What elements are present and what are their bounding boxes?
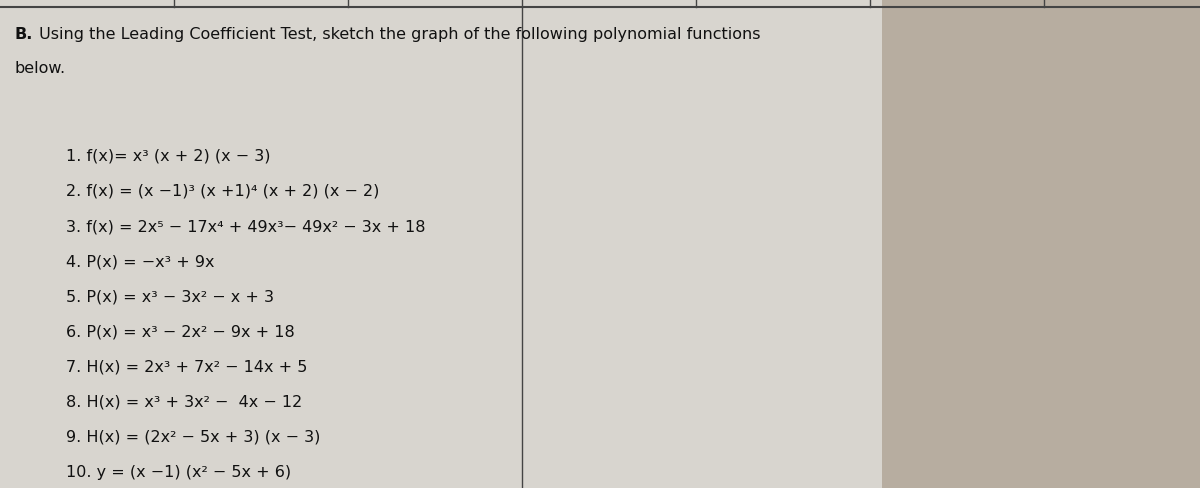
Text: 6. P(x) = x³ − 2x² − 9x + 18: 6. P(x) = x³ − 2x² − 9x + 18 bbox=[66, 325, 295, 340]
Text: 9. H(x) = (2x² − 5x + 3) (x − 3): 9. H(x) = (2x² − 5x + 3) (x − 3) bbox=[66, 430, 320, 445]
Text: 10. y = (x −1) (x² − 5x + 6): 10. y = (x −1) (x² − 5x + 6) bbox=[66, 465, 292, 480]
Text: 8. H(x) = x³ + 3x² −  4x − 12: 8. H(x) = x³ + 3x² − 4x − 12 bbox=[66, 395, 302, 410]
FancyBboxPatch shape bbox=[882, 0, 1200, 488]
Text: 1. f(x)= x³ (x + 2) (x − 3): 1. f(x)= x³ (x + 2) (x − 3) bbox=[66, 149, 270, 164]
Text: Using the Leading Coefficient Test, sketch the graph of the following polynomial: Using the Leading Coefficient Test, sket… bbox=[34, 27, 760, 42]
Text: 7. H(x) = 2x³ + 7x² − 14x + 5: 7. H(x) = 2x³ + 7x² − 14x + 5 bbox=[66, 360, 307, 375]
Text: 2. f(x) = (x −1)³ (x +1)⁴ (x + 2) (x − 2): 2. f(x) = (x −1)³ (x +1)⁴ (x + 2) (x − 2… bbox=[66, 184, 379, 199]
Text: B.: B. bbox=[14, 27, 32, 42]
Text: 4. P(x) = −x³ + 9x: 4. P(x) = −x³ + 9x bbox=[66, 254, 215, 269]
Text: 5. P(x) = x³ − 3x² − x + 3: 5. P(x) = x³ − 3x² − x + 3 bbox=[66, 289, 274, 305]
Text: 3. f(x) = 2x⁵ − 17x⁴ + 49x³− 49x² − 3x + 18: 3. f(x) = 2x⁵ − 17x⁴ + 49x³− 49x² − 3x +… bbox=[66, 219, 426, 234]
Text: below.: below. bbox=[14, 61, 66, 76]
